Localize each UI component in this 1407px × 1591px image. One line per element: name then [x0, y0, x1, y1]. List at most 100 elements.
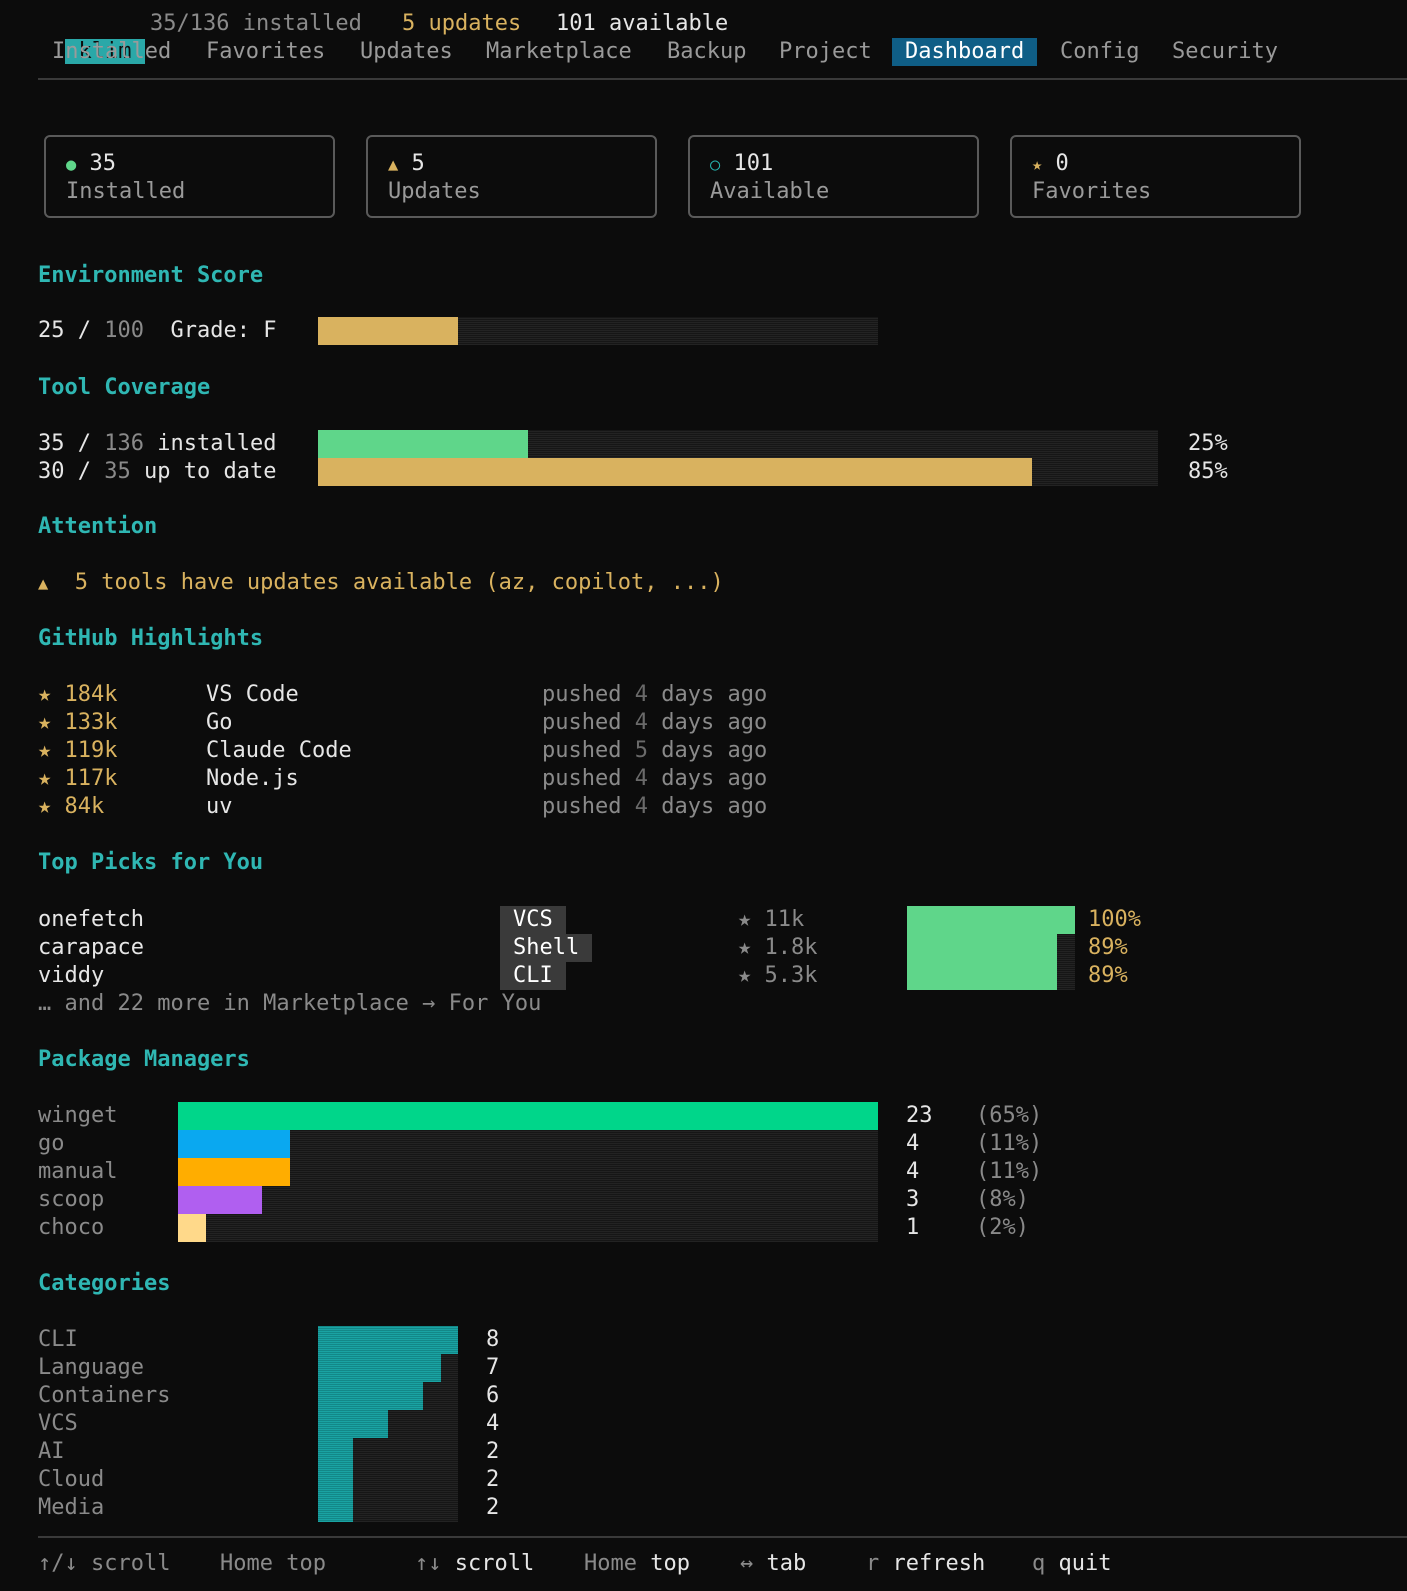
tab-config[interactable]: Config — [1060, 39, 1140, 64]
favorites-card[interactable]: ★ 0 Favorites — [1010, 135, 1301, 218]
uptodate-coverage-fill — [318, 458, 1032, 486]
category-name[interactable]: CLI — [38, 1327, 78, 1352]
card-label: Available — [710, 179, 830, 204]
pick-stars: ★ 5.3k — [738, 963, 818, 988]
attention-item[interactable]: ▲ 5 tools have updates available (az, co… — [38, 569, 724, 598]
github-stars: ★ 119k — [38, 738, 118, 763]
tab-updates[interactable]: Updates — [360, 39, 453, 64]
score-max: 100 — [104, 318, 144, 343]
tab-dashboard[interactable]: Dashboard — [892, 38, 1038, 66]
attention-message: 5 tools have updates available (az, copi… — [74, 570, 724, 595]
github-repo-name[interactable]: uv — [206, 794, 233, 819]
footer-key-top[interactable]: Home top — [584, 1550, 690, 1578]
tab-project[interactable]: Project — [779, 39, 872, 64]
category-count: 7 — [486, 1355, 500, 1380]
package-manager-name: winget — [38, 1103, 118, 1128]
key-glyph: r — [866, 1551, 880, 1576]
picks-score-bars — [907, 906, 1075, 990]
tab-backup[interactable]: Backup — [667, 39, 747, 64]
pick-name[interactable]: viddy — [38, 963, 105, 988]
tab-security[interactable]: Security — [1172, 39, 1278, 64]
coverage-pct: 85% — [1188, 459, 1228, 484]
package-manager-count: 23 — [906, 1103, 933, 1128]
key-action: top — [650, 1551, 690, 1576]
package-manager-bar — [178, 1102, 878, 1130]
card-label: Favorites — [1032, 179, 1152, 204]
package-manager-pct: (65%) — [976, 1103, 1043, 1128]
available-summary: 101 available — [556, 11, 729, 36]
pick-name[interactable]: onefetch — [38, 907, 144, 932]
category-name[interactable]: Cloud — [38, 1467, 105, 1492]
pick-stars: ★ 1.8k — [738, 935, 818, 960]
more-picks-link[interactable]: … and 22 more in Marketplace → For You — [38, 991, 542, 1016]
key-action: scroll — [454, 1551, 535, 1576]
pushed-days: 5 — [634, 738, 648, 763]
key-glyph: ↔ — [740, 1551, 754, 1576]
category-name[interactable]: AI — [38, 1439, 65, 1464]
card-label: Updates — [388, 179, 481, 204]
github-stars: ★ 84k — [38, 794, 105, 819]
card-value: 5 — [411, 151, 425, 176]
coverage-den: 35 — [104, 459, 131, 484]
category-name[interactable]: Language — [38, 1355, 144, 1380]
pushed-label: pushed — [542, 710, 622, 735]
available-card[interactable]: ○ 101 Available — [688, 135, 979, 218]
github-repo-name[interactable]: Go — [206, 710, 233, 735]
coverage-sep: / — [77, 431, 91, 456]
github-repo-name[interactable]: Claude Code — [206, 738, 352, 763]
github-stars: ★ 117k — [38, 766, 118, 791]
pick-score: 89% — [1088, 963, 1128, 988]
package-manager-pct: (2%) — [976, 1215, 1029, 1240]
installed-coverage-fill — [318, 430, 528, 458]
pick-category-tag: CLI — [500, 962, 566, 990]
package-manager-pct: (11%) — [976, 1131, 1043, 1156]
app-name-badge: klim — [64, 39, 146, 64]
pick-score-fill — [907, 934, 1057, 962]
categories-chart — [318, 1326, 458, 1522]
key-action: refresh — [892, 1551, 986, 1576]
category-bar — [318, 1326, 458, 1354]
coverage-row: 30 / 35 up to date — [38, 458, 276, 486]
updates-summary: 5 updates — [402, 11, 522, 36]
pushed-label: pushed — [542, 738, 622, 763]
package-manager-name: go — [38, 1131, 65, 1156]
pushed-label: pushed — [542, 682, 622, 707]
package-manager-count: 1 — [906, 1215, 920, 1240]
package-manager-bar — [178, 1214, 206, 1242]
package-manager-pct: (8%) — [976, 1187, 1029, 1212]
env-score-text: 25 / 100 Grade: F — [38, 317, 276, 345]
tab-installed[interactable]: Installed — [52, 39, 172, 64]
top-picks-heading: Top Picks for You — [38, 850, 264, 875]
tab-favorites[interactable]: Favorites — [206, 39, 326, 64]
category-bar — [318, 1438, 353, 1466]
github-repo-name[interactable]: VS Code — [206, 682, 299, 707]
footer-key-scroll[interactable]: ↑↓ scroll — [415, 1550, 534, 1578]
pick-category-tag: VCS — [500, 906, 566, 934]
footer-key-quit[interactable]: q quit — [1032, 1550, 1111, 1578]
header-divider — [38, 78, 1407, 80]
pushed-label: pushed — [542, 766, 622, 791]
github-repo-name[interactable]: Node.js — [206, 766, 299, 791]
coverage-row: 35 / 136 installed — [38, 430, 276, 458]
category-bar — [318, 1382, 423, 1410]
category-name[interactable]: Media — [38, 1495, 105, 1520]
pushed-unit: days ago — [661, 766, 768, 791]
package-manager-bar — [178, 1186, 262, 1214]
footer-key-tab[interactable]: ↔ tab — [740, 1550, 806, 1578]
pushed-days: 4 — [634, 766, 648, 791]
github-pushed: pushed 4 days ago — [542, 765, 767, 793]
tab-marketplace[interactable]: Marketplace — [486, 39, 632, 64]
coverage-num: 30 — [38, 459, 65, 484]
github-stars: ★ 133k — [38, 710, 118, 735]
pushed-days: 4 — [634, 682, 648, 707]
coverage-heading: Tool Coverage — [38, 375, 211, 400]
updates-card[interactable]: ▲ 5 Updates — [366, 135, 657, 218]
pushed-unit: days ago — [661, 710, 768, 735]
pick-name[interactable]: carapace — [38, 935, 144, 960]
installed-card[interactable]: ● 35 Installed — [44, 135, 335, 218]
category-bar — [318, 1410, 388, 1438]
footer-key-refresh[interactable]: r refresh — [866, 1550, 985, 1578]
category-name[interactable]: Containers — [38, 1383, 171, 1408]
package-manager-name: choco — [38, 1215, 105, 1240]
category-name[interactable]: VCS — [38, 1411, 78, 1436]
